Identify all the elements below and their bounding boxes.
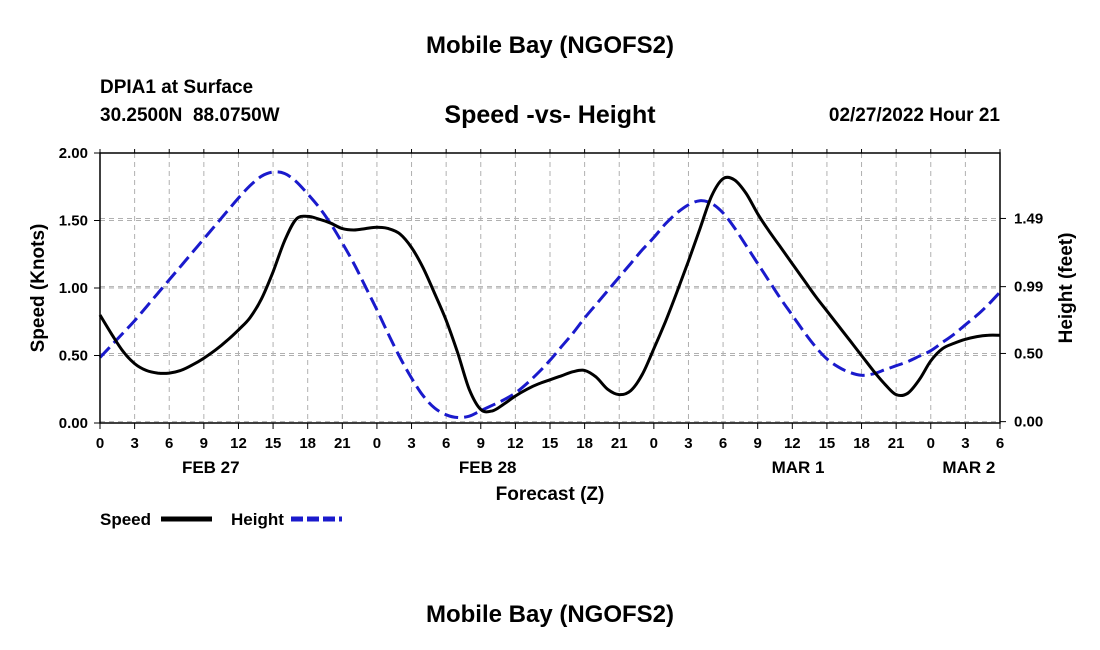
x-tick-label: 15 — [819, 435, 836, 452]
grid — [100, 153, 1000, 423]
legend-label-height: Height — [231, 510, 284, 529]
x-tick-label: 6 — [442, 435, 450, 452]
x-tick-label: 21 — [334, 435, 351, 452]
legend-label-speed: Speed — [100, 510, 151, 529]
x-date-label: FEB 27 — [182, 458, 240, 477]
forecast-datetime: 02/27/2022 Hour 21 — [828, 105, 1000, 126]
y-axis-label-left: Speed (Knots) — [28, 224, 49, 353]
x-tick-label: 12 — [230, 435, 247, 452]
x-tick-label: 12 — [507, 435, 524, 452]
y-tick-label-right: 0.00 — [1014, 414, 1043, 431]
series-line-height — [98, 170, 1002, 420]
x-tick-label: 9 — [200, 435, 208, 452]
x-tick-label: 6 — [165, 435, 173, 452]
legend: Speed Height — [100, 510, 342, 529]
x-tick-label: 0 — [96, 435, 104, 452]
page-title: Mobile Bay (NGOFS2) — [425, 32, 675, 59]
axes: 0 3 6 9 12 15 18 21 0 3 6 9 12 15 18 21 0 3 6 9 12 15 18 21 0 3 60… — [59, 145, 1043, 477]
x-tick-label: 21 — [888, 435, 905, 452]
x-tick-label: 0 — [650, 435, 658, 452]
station-name: DPIA1 at Surface — [100, 77, 254, 98]
y-tick-label-right: 1.49 — [1014, 210, 1043, 227]
station-coordinates: 30.2500N 88.0750W — [100, 105, 280, 126]
x-tick-label: 6 — [719, 435, 727, 452]
x-axis-label: Forecast (Z) — [496, 484, 605, 505]
x-date-label: MAR 1 — [772, 458, 825, 477]
x-tick-label: 18 — [853, 435, 870, 452]
x-tick-label: 15 — [265, 435, 282, 452]
y-tick-label-left: 1.00 — [59, 280, 88, 297]
y-tick-label-left: 0.50 — [59, 348, 88, 365]
x-tick-label: 0 — [373, 435, 381, 452]
x-tick-label: 12 — [784, 435, 801, 452]
data-series — [98, 170, 1002, 420]
x-tick-label: 0 — [927, 435, 935, 452]
y-tick-label-left: 0.00 — [59, 415, 88, 432]
x-tick-label: 3 — [130, 435, 138, 452]
x-tick-label: 6 — [996, 435, 1004, 452]
x-date-label: MAR 2 — [942, 458, 995, 477]
x-tick-label: 18 — [299, 435, 316, 452]
x-tick-label: 18 — [576, 435, 593, 452]
x-tick-label: 15 — [542, 435, 559, 452]
series-line-speed — [98, 175, 1001, 414]
x-tick-label: 3 — [961, 435, 969, 452]
x-date-label: FEB 28 — [459, 458, 517, 477]
x-tick-label: 21 — [611, 435, 628, 452]
y-tick-label-right: 0.50 — [1014, 345, 1043, 362]
x-tick-label: 9 — [477, 435, 485, 452]
page-title-bottom: Mobile Bay (NGOFS2) — [425, 601, 675, 628]
y-tick-label-right: 0.99 — [1014, 279, 1043, 296]
y-tick-label-left: 1.50 — [59, 213, 88, 230]
x-tick-label: 3 — [684, 435, 692, 452]
y-tick-label-left: 2.00 — [59, 145, 88, 162]
x-tick-label: 9 — [754, 435, 762, 452]
chart-title: Speed -vs- Height — [444, 101, 656, 129]
y-axis-label-right: Height (feet) — [1056, 233, 1077, 344]
x-tick-label: 3 — [407, 435, 415, 452]
